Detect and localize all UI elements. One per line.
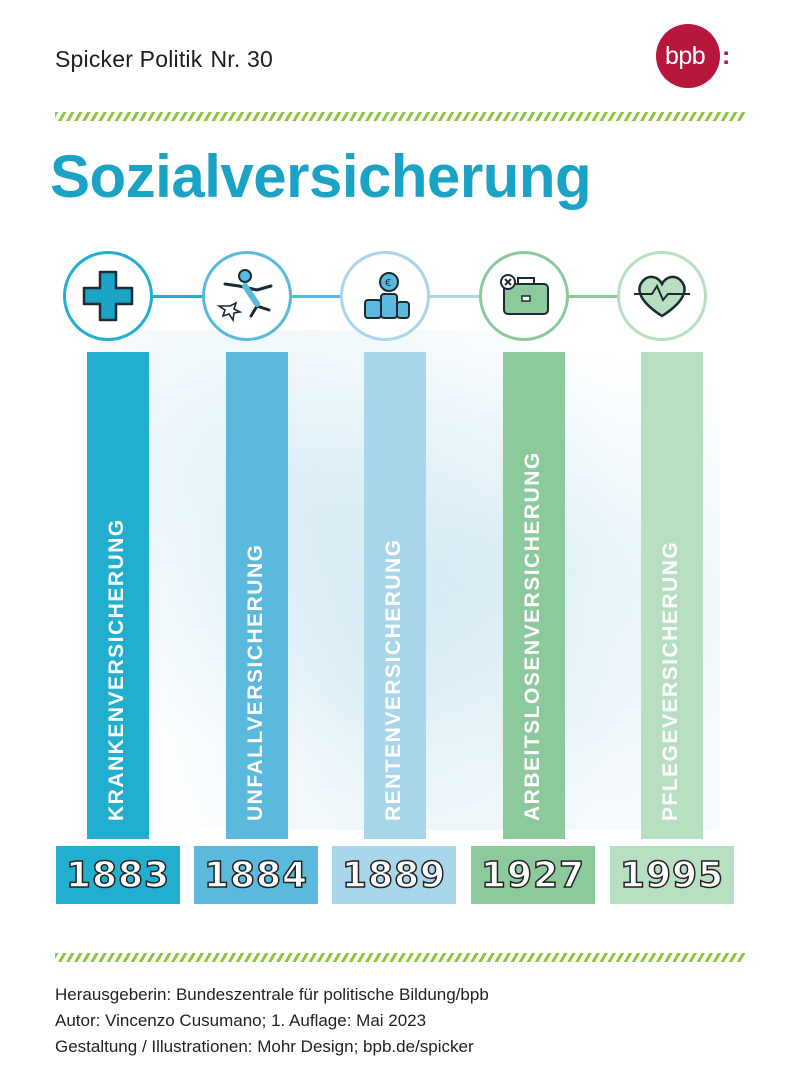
footer-publisher: Herausgeberin: Bundeszentrale für politi… [55, 985, 489, 1004]
label-arbeitslosenversicherung: ARBEITSLOSENVERSICHERUNG [521, 451, 544, 821]
footer-author: Autor: Vincenzo Cusumano; 1. Auflage: Ma… [55, 1011, 427, 1030]
year-1995: 1995 [619, 854, 725, 897]
connector-line [290, 295, 348, 298]
svg-text:€: € [385, 278, 391, 289]
top-divider [55, 112, 745, 121]
cross-icon [63, 251, 153, 341]
label-rentenversicherung: RENTENVERSICHERUNG [382, 538, 405, 821]
label-unfallversicherung: UNFALLVERSICHERUNG [244, 543, 267, 821]
year-1889: 1889 [341, 854, 447, 897]
heart-pulse-icon [617, 251, 707, 341]
connector-line [150, 295, 210, 298]
falling-person-icon [202, 251, 292, 341]
bar-pflegeversicherung: PFLEGEVERSICHERUNG [641, 352, 703, 839]
bar-rentenversicherung: RENTENVERSICHERUNG [364, 352, 426, 839]
year-1883: 1883 [65, 854, 171, 897]
briefcase-x-icon [479, 251, 569, 341]
logo-colon: : [722, 42, 731, 70]
bpb-logo[interactable]: bpb : [656, 24, 730, 98]
bar-arbeitslosenversicherung: ARBEITSLOSENVERSICHERUNG [503, 352, 565, 839]
year-badge-1889: 1889 [332, 846, 456, 904]
label-pflegeversicherung: PFLEGEVERSICHERUNG [659, 540, 682, 821]
connector-line [428, 295, 488, 298]
page-title: Sozialversicherung [50, 143, 592, 210]
logo-text: bpb [665, 42, 706, 70]
label-krankenversicherung: KRANKENVERSICHERUNG [105, 518, 128, 821]
bottom-divider [55, 953, 745, 962]
year-badge-1927: 1927 [471, 846, 595, 904]
connector-line [568, 295, 626, 298]
logo-circle [656, 24, 720, 88]
series-number: Nr. 30 [210, 46, 274, 72]
year-badge-1884: 1884 [194, 846, 318, 904]
series-name: Spicker Politik [55, 46, 203, 72]
bar-krankenversicherung: KRANKENVERSICHERUNG [87, 352, 149, 839]
year-badge-1995: 1995 [610, 846, 734, 904]
year-1884: 1884 [203, 854, 309, 897]
bar-unfallversicherung: UNFALLVERSICHERUNG [226, 352, 288, 839]
coin-stacks-icon: € [340, 251, 430, 341]
year-1927: 1927 [480, 854, 586, 897]
series-title: Spicker Politik Nr. 30 [55, 46, 273, 73]
year-badge-1883: 1883 [56, 846, 180, 904]
footer-design: Gestaltung / Illustrationen: Mohr Design… [55, 1037, 474, 1056]
